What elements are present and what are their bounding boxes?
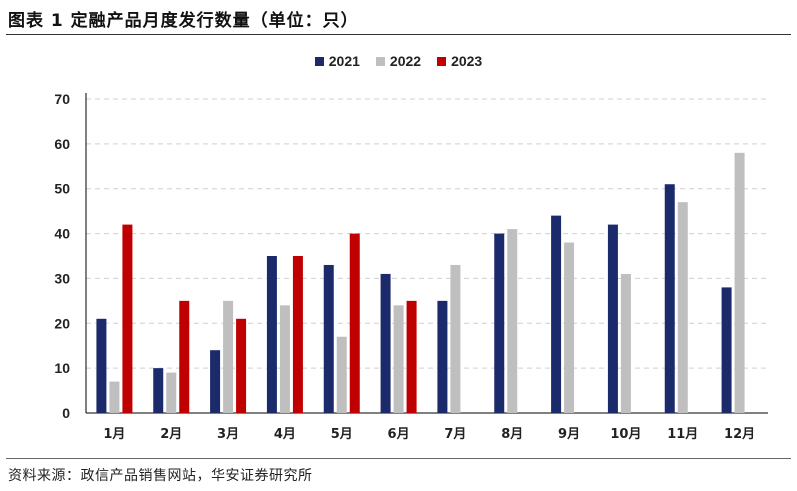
legend-swatch: [314, 56, 324, 66]
bar-2021: [323, 264, 334, 413]
bar-2022: [109, 381, 120, 413]
bar-2021: [721, 287, 732, 413]
chart-title: 图表 1 定融产品月度发行数量（单位：只）: [8, 11, 359, 31]
y-tick-label: 70: [54, 91, 70, 107]
x-tick-label: 9月: [558, 427, 580, 442]
bar-2022: [564, 242, 575, 413]
source-note: 资料来源：政信产品销售网站，华安证券研究所: [8, 468, 313, 484]
y-tick-label: 20: [54, 315, 70, 331]
bar-2023: [179, 300, 190, 413]
legend-swatch: [437, 56, 447, 66]
x-tick-label: 7月: [444, 427, 466, 442]
legend-item-2023: 2023: [437, 53, 482, 69]
legend-item-2021: 2021: [314, 53, 360, 69]
top-rule: [6, 34, 791, 35]
bar-2022: [450, 264, 461, 413]
bar-2021: [210, 350, 221, 413]
y-tick-label: 60: [54, 136, 70, 152]
bar-2021: [664, 184, 675, 413]
bar-2023: [349, 233, 360, 413]
x-tick-label: 3月: [217, 427, 239, 442]
x-tick-label: 2月: [160, 427, 182, 442]
x-tick-label: 8月: [501, 427, 523, 442]
bar-2021: [153, 368, 164, 413]
bar-2022: [279, 305, 290, 413]
bar-2021: [551, 215, 562, 413]
x-tick-label: 1月: [103, 427, 125, 442]
bar-2022: [734, 152, 745, 414]
bar-2022: [336, 336, 347, 413]
bar-2022: [677, 202, 688, 413]
bar-2021: [494, 233, 505, 413]
x-tick-label: 12月: [724, 427, 755, 442]
y-tick-label: 50: [54, 181, 70, 197]
x-tick-label: 10月: [610, 427, 641, 442]
legend-label: 2021: [328, 53, 360, 69]
legend-label: 2022: [389, 53, 422, 69]
bar-2021: [380, 273, 391, 413]
bar-2023: [236, 318, 247, 413]
y-tick-label: 40: [54, 226, 70, 242]
legend-swatch: [375, 56, 385, 66]
x-tick-label: 4月: [274, 427, 296, 442]
bottom-rule: [6, 458, 791, 459]
bar-2021: [437, 300, 448, 413]
bar-2023: [292, 256, 303, 413]
bar-2023: [122, 224, 133, 413]
bar-2023: [406, 300, 417, 413]
legend-item-2022: 2022: [375, 53, 422, 69]
x-tick-label: 6月: [388, 427, 410, 442]
x-tick-label: 11月: [667, 427, 698, 442]
legend: 2021 2022 2023: [0, 53, 797, 69]
legend-label: 2023: [451, 53, 483, 69]
y-tick-label: 30: [54, 270, 70, 286]
x-tick-label: 5月: [331, 427, 353, 442]
bar-2022: [507, 229, 518, 413]
bar-2021: [607, 224, 618, 413]
y-tick-label: 10: [54, 360, 70, 376]
y-tick-label: 0: [62, 405, 70, 421]
bar-2021: [266, 256, 277, 413]
bar-2022: [393, 305, 404, 413]
bar-2022: [620, 273, 631, 413]
bar-2021: [96, 318, 107, 413]
bar-2022: [223, 300, 234, 413]
bar-2022: [166, 372, 177, 413]
